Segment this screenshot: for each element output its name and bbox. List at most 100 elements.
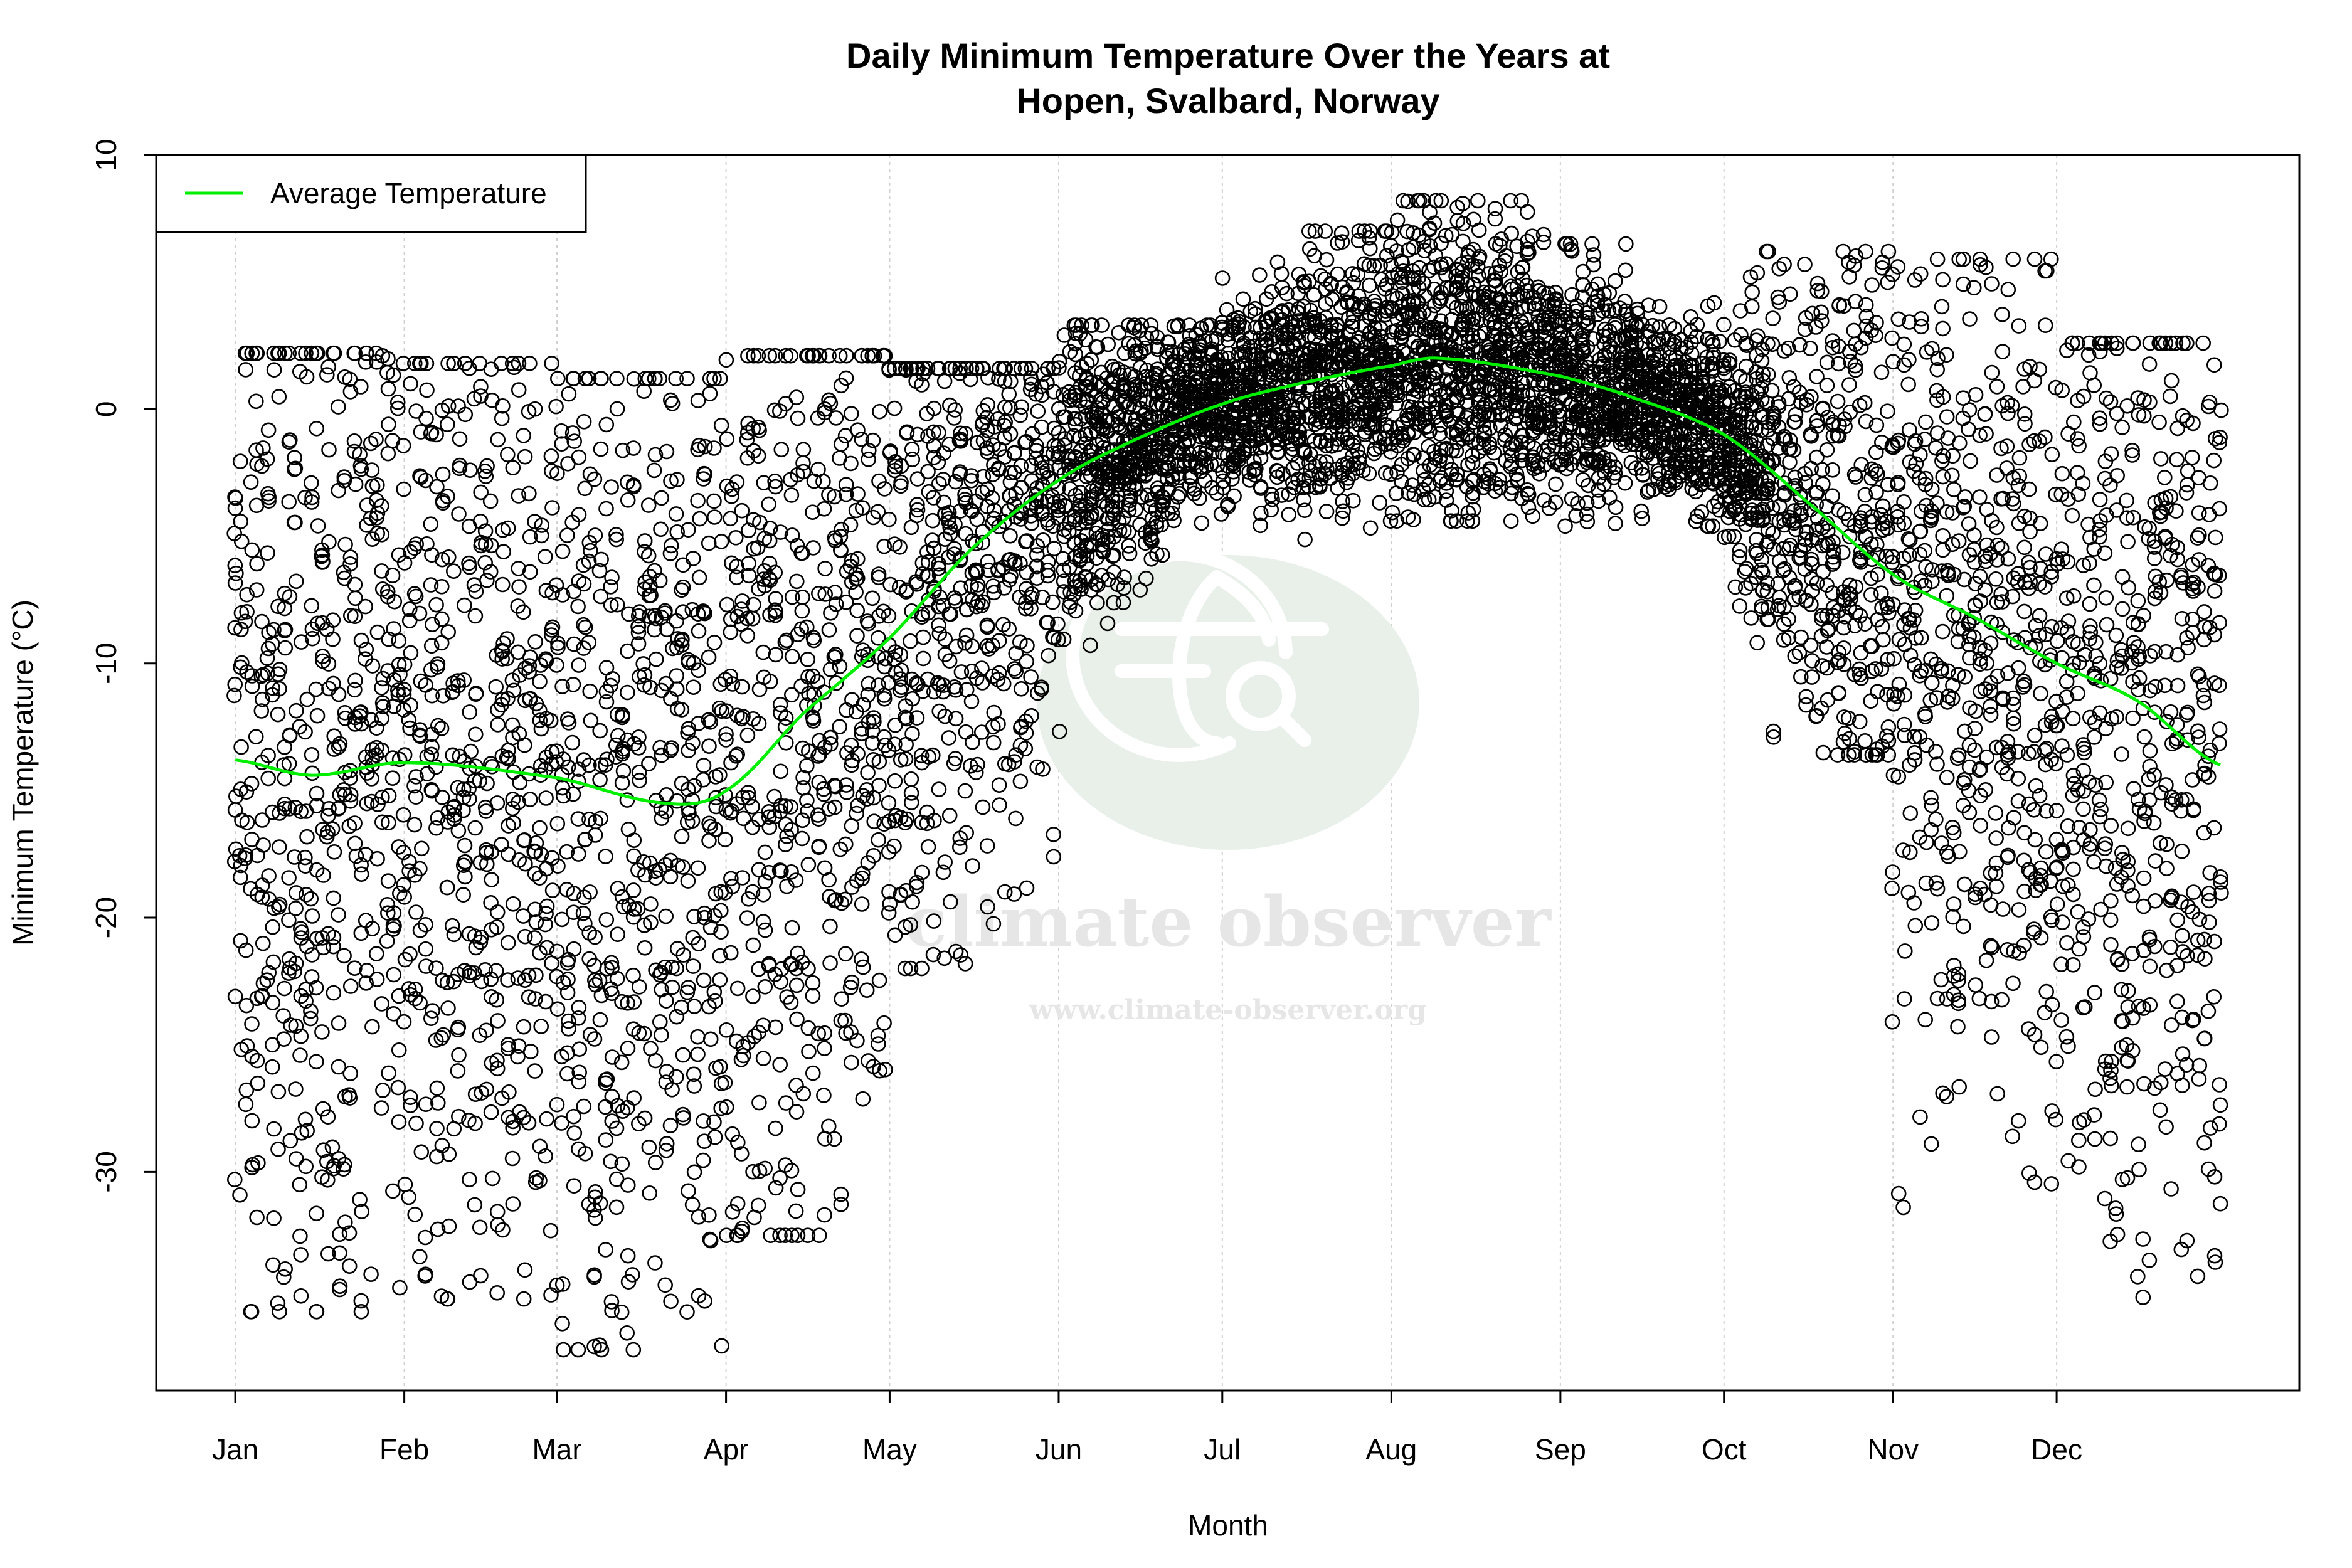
observation-point [517, 448, 533, 465]
observation-point [260, 422, 277, 438]
observation-point [1012, 773, 1029, 790]
observation-point [576, 889, 592, 905]
observation-point [1318, 252, 1335, 268]
observation-point [407, 982, 423, 997]
observation-point [757, 874, 773, 889]
observation-point [544, 356, 559, 371]
observation-point [691, 716, 706, 731]
observation-point [287, 450, 302, 466]
observation-point [482, 493, 499, 509]
observation-point [254, 988, 270, 1004]
observation-point [389, 400, 406, 416]
observation-point [309, 1304, 324, 1320]
observation-point [250, 1155, 266, 1171]
observation-point [429, 1080, 445, 1096]
observation-point [374, 789, 390, 805]
observation-point [570, 598, 586, 615]
observation-point [1014, 681, 1029, 697]
observation-point [1345, 492, 1361, 509]
observation-point [484, 538, 499, 554]
observation-point [446, 799, 462, 815]
observation-point [226, 687, 242, 704]
observation-point [554, 679, 570, 694]
observation-point [608, 531, 625, 548]
observation-point [499, 750, 515, 765]
observation-point [484, 872, 500, 887]
observation-point [439, 975, 455, 990]
observation-point [249, 1209, 265, 1226]
observation-point [293, 634, 309, 650]
observation-point [353, 866, 369, 882]
observation-point [598, 694, 615, 710]
observation-point [559, 844, 575, 860]
observation-point [281, 756, 297, 771]
observation-point [270, 1084, 287, 1099]
observation-point [599, 751, 615, 767]
observation-point [817, 1041, 832, 1056]
observation-point [549, 943, 565, 960]
observation-point [456, 672, 472, 688]
observation-point [288, 1018, 304, 1034]
observation-point [450, 1108, 467, 1125]
observation-point [336, 472, 352, 489]
observation-point [560, 1013, 576, 1029]
observation-point [406, 817, 423, 833]
observation-point [625, 909, 642, 925]
observation-point [575, 617, 591, 633]
observation-point [1389, 212, 1406, 228]
observation-point [659, 622, 675, 638]
observation-point [281, 494, 297, 510]
observation-point [822, 918, 838, 935]
observation-point [843, 455, 859, 472]
observation-point [684, 1197, 701, 1213]
observation-point [631, 979, 647, 995]
observation-point [1019, 654, 1034, 670]
observation-point [992, 797, 1007, 813]
observation-point [266, 622, 282, 638]
observation-point [550, 639, 566, 655]
observation-point [374, 563, 389, 579]
observation-point [838, 946, 854, 962]
observation-point [467, 608, 484, 624]
observation-point [244, 1113, 260, 1129]
observation-point [941, 808, 958, 824]
observation-point [1269, 443, 1286, 460]
observation-point [571, 761, 587, 777]
observation-point [292, 1047, 308, 1063]
observation-point [1535, 235, 1552, 250]
observation-point [647, 622, 662, 638]
observation-point [659, 993, 674, 1009]
observation-point [424, 739, 440, 755]
observation-point [745, 937, 761, 953]
observation-point [227, 501, 243, 516]
observation-point [489, 1204, 506, 1220]
observation-point [288, 955, 304, 972]
observation-point [609, 970, 625, 987]
observation-point [461, 360, 477, 376]
observation-point [663, 691, 679, 707]
observation-point [353, 461, 369, 477]
observation-point [706, 635, 723, 650]
observation-point [389, 395, 406, 410]
observation-point [876, 1015, 892, 1031]
observation-point [292, 345, 309, 361]
observation-point [613, 1054, 630, 1071]
observation-point [244, 1016, 260, 1032]
observation-point [435, 688, 451, 704]
observation-point [490, 1217, 506, 1233]
observation-point [304, 630, 320, 647]
observation-point [957, 783, 973, 799]
observation-point [260, 748, 276, 763]
observation-point [368, 432, 384, 447]
observation-point [1046, 827, 1061, 842]
observation-point [304, 765, 320, 781]
observation-point [554, 1276, 571, 1292]
observation-point [593, 1342, 610, 1358]
observation-point [675, 579, 691, 595]
observation-point [304, 908, 320, 924]
observation-point [647, 1052, 664, 1069]
observation-point [614, 707, 630, 723]
observation-point [341, 1258, 358, 1274]
observation-point [586, 972, 603, 988]
observation-point [298, 982, 314, 997]
